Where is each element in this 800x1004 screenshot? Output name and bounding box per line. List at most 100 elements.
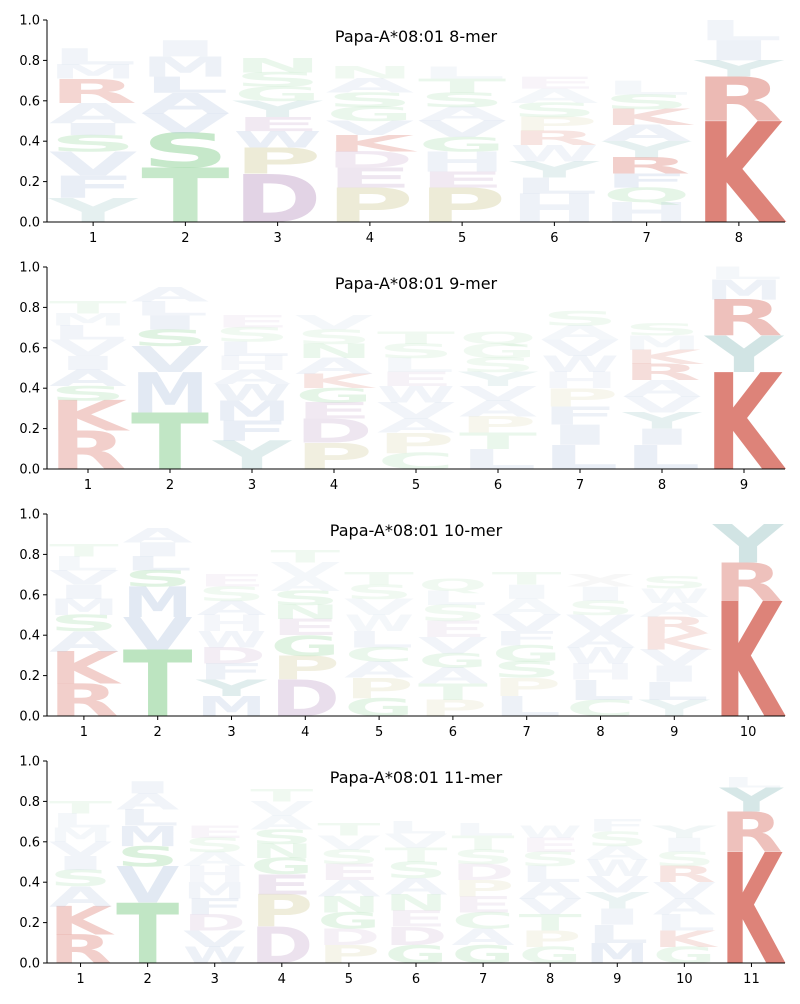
logo-letter: A	[131, 283, 209, 306]
logo-letter: T	[377, 328, 455, 347]
logo-letter: S	[541, 308, 619, 331]
logo-letter: I	[49, 581, 119, 604]
logo-letter: G	[270, 630, 340, 662]
y-tick-label: 0.0	[19, 710, 40, 725]
logo-letter: L	[141, 73, 229, 99]
logo-letter: Y	[704, 326, 784, 384]
logo-letter: G	[295, 384, 373, 407]
logo-letter: S	[418, 601, 488, 627]
logo-letter: S	[603, 91, 691, 114]
logo-letter: M	[123, 579, 193, 627]
logo-letter: L	[384, 818, 447, 837]
logo-letter: V	[459, 382, 537, 405]
logo-letter: I	[639, 661, 709, 687]
y-tick-label: 0.2	[19, 175, 40, 190]
logo-letter: G	[234, 83, 322, 106]
logo-letter: A	[326, 75, 415, 98]
logo-letter: W	[639, 585, 709, 608]
logo-letter: X	[566, 571, 636, 590]
logo-letter: P	[492, 673, 562, 702]
logo-letter: P	[459, 412, 537, 438]
logo-letter: S	[131, 326, 209, 352]
logo-letter: A	[384, 874, 447, 900]
logo-letter: H	[197, 611, 267, 637]
logo-letter: S	[384, 858, 447, 884]
logo-letter: F	[183, 894, 246, 920]
logo-letter: A	[492, 595, 562, 621]
logo-letter: L	[418, 63, 506, 82]
logo-letter: M	[49, 310, 127, 329]
logo-letter: S	[653, 848, 716, 871]
y-tick-label: 0.0	[19, 216, 40, 231]
x-tick-label: 5	[375, 725, 383, 740]
x-tick-label: 2	[166, 478, 174, 493]
logo-letter: V	[326, 117, 415, 140]
logo-letter: P	[452, 876, 515, 902]
logo-letter: F	[213, 415, 291, 447]
logo-letter: K	[49, 393, 131, 441]
logo-letter: E	[213, 312, 291, 331]
logo-letter: W	[234, 127, 322, 153]
logo-letter: M	[49, 595, 119, 621]
logo-panel-2: RKSAIVLMTTMVSILAYFMWAHLSEPDEGKANSVCPAVWE…	[19, 261, 786, 501]
x-tick-label: 1	[84, 478, 92, 493]
logo-letter: C	[344, 643, 414, 666]
logo-letter: L	[49, 810, 112, 833]
logo-letter: W	[566, 643, 636, 669]
logo-letter: Q	[459, 328, 537, 347]
x-tick-label: 3	[211, 972, 219, 987]
logo-letter: V	[492, 611, 562, 637]
logo-letter: Y	[585, 888, 651, 914]
logo-letter: I	[586, 904, 649, 930]
logo-letter: P	[541, 383, 619, 412]
panel-title: Papa-A*08:01 11-mer	[330, 768, 503, 787]
y-tick-label: 1.0	[19, 755, 40, 770]
logo-letter: T	[250, 786, 313, 805]
logo-letter: S	[270, 587, 340, 610]
logo-letter: R	[653, 862, 716, 888]
logo-letter: T	[384, 844, 447, 867]
logo-letter: L	[131, 297, 209, 320]
y-tick-label: 0.4	[19, 382, 40, 397]
logo-letter: E	[250, 869, 313, 901]
x-tick-label: 6	[449, 725, 457, 740]
y-tick-label: 0.8	[19, 54, 40, 69]
logo-letter: K	[603, 105, 696, 131]
logo-letter: V	[541, 336, 619, 362]
logo-letter: T	[452, 832, 515, 855]
logo-letter: N	[234, 55, 322, 78]
logo-letter: W	[344, 611, 414, 637]
logo-letter: T	[492, 569, 562, 588]
logo-letter: A	[603, 121, 691, 147]
logo-letter: I	[131, 312, 209, 335]
y-tick-label: 0.0	[19, 957, 40, 972]
logo-letter: T	[317, 820, 380, 839]
logo-letter: L	[510, 174, 598, 200]
logo-letter: K	[695, 95, 787, 255]
logo-letter: S	[317, 846, 380, 869]
x-tick-label: 5	[345, 972, 353, 987]
logo-panel-4: RKASIVMLTTVSMLAIWVDFMHASEDPEGNSAVTPDGNAE…	[19, 755, 785, 1000]
logo-letter: Y	[601, 137, 694, 163]
x-tick-label: 1	[80, 725, 88, 740]
logo-letter: A	[519, 878, 582, 904]
logo-letter: P	[233, 140, 321, 182]
logo-letter: T	[131, 398, 209, 488]
logo-letter: S	[510, 99, 598, 122]
logo-letter: S	[492, 657, 562, 683]
logo-letter: H	[183, 862, 246, 888]
logo-letter: A	[49, 366, 127, 392]
logo-letter: G	[418, 650, 488, 673]
y-tick-label: 1.0	[19, 261, 40, 276]
logo-letter: E	[510, 73, 598, 92]
logo-letter: W	[197, 627, 267, 653]
logo-letter: S	[452, 846, 515, 869]
logo-letter: T	[49, 798, 112, 817]
logo-letter: N	[295, 340, 373, 363]
logo-letter: L	[418, 587, 488, 610]
logo-letter: D	[326, 147, 414, 173]
logo-letter: W	[510, 141, 598, 167]
logo-letter: T	[519, 911, 582, 937]
logo-letter: I	[653, 834, 716, 857]
logo-letter: L	[49, 322, 127, 345]
